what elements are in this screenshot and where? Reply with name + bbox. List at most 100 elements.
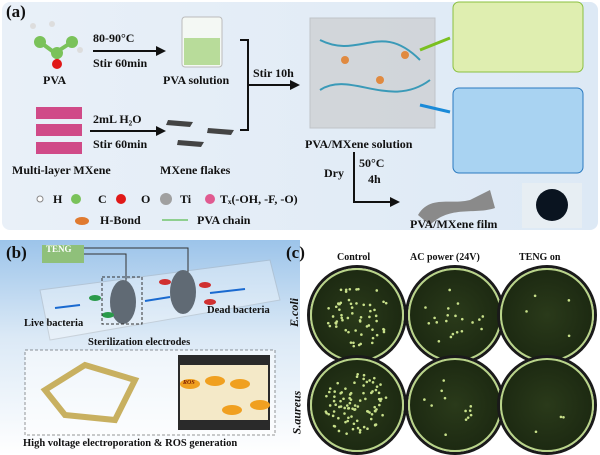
colony [353, 381, 356, 384]
colony [327, 307, 330, 310]
colony [339, 288, 343, 292]
colony [362, 384, 365, 387]
colony [559, 415, 563, 419]
colony [368, 315, 371, 319]
colony [567, 334, 571, 338]
colony [444, 433, 447, 437]
colony [464, 418, 468, 421]
colony [364, 397, 367, 401]
bracket-and-arrow [240, 39, 292, 131]
colony [346, 407, 350, 410]
colony [343, 412, 346, 415]
colony [348, 401, 352, 405]
colony [346, 419, 350, 423]
colonies [324, 287, 571, 437]
electrodes-label: Sterilization electrodes [88, 337, 191, 348]
colony [359, 315, 363, 319]
colony [471, 321, 474, 324]
colony [359, 342, 363, 346]
colony [347, 298, 351, 302]
colony [362, 391, 365, 395]
colony [368, 379, 371, 382]
colony [430, 404, 433, 407]
colony [373, 423, 377, 427]
colony [347, 416, 350, 420]
column-control: Control [337, 252, 371, 263]
legend-c: C [98, 192, 107, 206]
panel-b-graphics [24, 245, 281, 436]
mxene-flakes-label: MXene flakes [160, 163, 231, 177]
colony [345, 404, 349, 407]
colony [382, 300, 385, 304]
colony [336, 302, 340, 305]
colony [352, 341, 355, 345]
colony [379, 383, 382, 386]
colony [567, 299, 571, 302]
colony [351, 312, 354, 315]
colony [381, 413, 384, 417]
legend-tx: Tₓ(-OH, -F, -O) [220, 192, 298, 206]
dry-label: Dry [324, 166, 344, 180]
film-icon [418, 190, 495, 225]
colony [351, 407, 354, 410]
teng-box [42, 245, 84, 263]
mxene-stack-icon [36, 107, 82, 154]
colony [445, 319, 448, 323]
colony [478, 318, 481, 321]
colony [480, 327, 483, 331]
colony [534, 430, 538, 434]
h-bond-pva-structure-box [452, 1, 584, 73]
colony [481, 315, 485, 318]
colony [328, 324, 332, 328]
colony [362, 303, 366, 307]
colony [331, 315, 335, 318]
colony [338, 405, 341, 409]
colony [370, 391, 373, 395]
legend-ti: Ti [180, 192, 192, 206]
colony [333, 390, 337, 393]
colony [328, 404, 332, 407]
legend-pva-chain: PVA chain [197, 213, 251, 227]
colony [352, 344, 356, 348]
dry-arrow [353, 152, 392, 203]
colony [358, 399, 362, 402]
colony [337, 429, 341, 433]
colony [368, 303, 372, 307]
colony [424, 306, 427, 309]
colony [331, 414, 335, 418]
step2-stir: Stir 60min [93, 137, 148, 151]
colony [350, 306, 354, 309]
colony [340, 313, 343, 317]
panel-c-label: (c) [286, 243, 305, 262]
colony [328, 390, 331, 394]
colony [433, 316, 436, 320]
colony [366, 427, 369, 431]
pva-molecule-icon [30, 21, 83, 69]
colony [356, 405, 360, 408]
colony [346, 316, 350, 320]
colony [336, 381, 340, 385]
colony [464, 409, 467, 413]
colony [384, 396, 388, 399]
colony [378, 403, 381, 407]
colony [343, 406, 346, 410]
colony [525, 310, 528, 313]
colony [375, 385, 379, 388]
plate-saureus-ac [408, 358, 502, 452]
dry-temp: 50°C [359, 156, 385, 170]
colony [365, 409, 369, 413]
colony [365, 325, 369, 328]
electrode-mesh [40, 361, 140, 424]
colony [362, 377, 365, 381]
colony [360, 333, 363, 336]
colony [466, 416, 470, 419]
film-label: PVA/MXene film [410, 217, 498, 231]
colony [355, 302, 358, 305]
arrow-step2 [90, 126, 166, 136]
colony [355, 288, 358, 291]
colony [375, 319, 378, 323]
film-photo-disc [536, 189, 568, 221]
legend-hbond: H-Bond [100, 213, 141, 227]
colony [355, 419, 359, 423]
colony [339, 301, 343, 305]
